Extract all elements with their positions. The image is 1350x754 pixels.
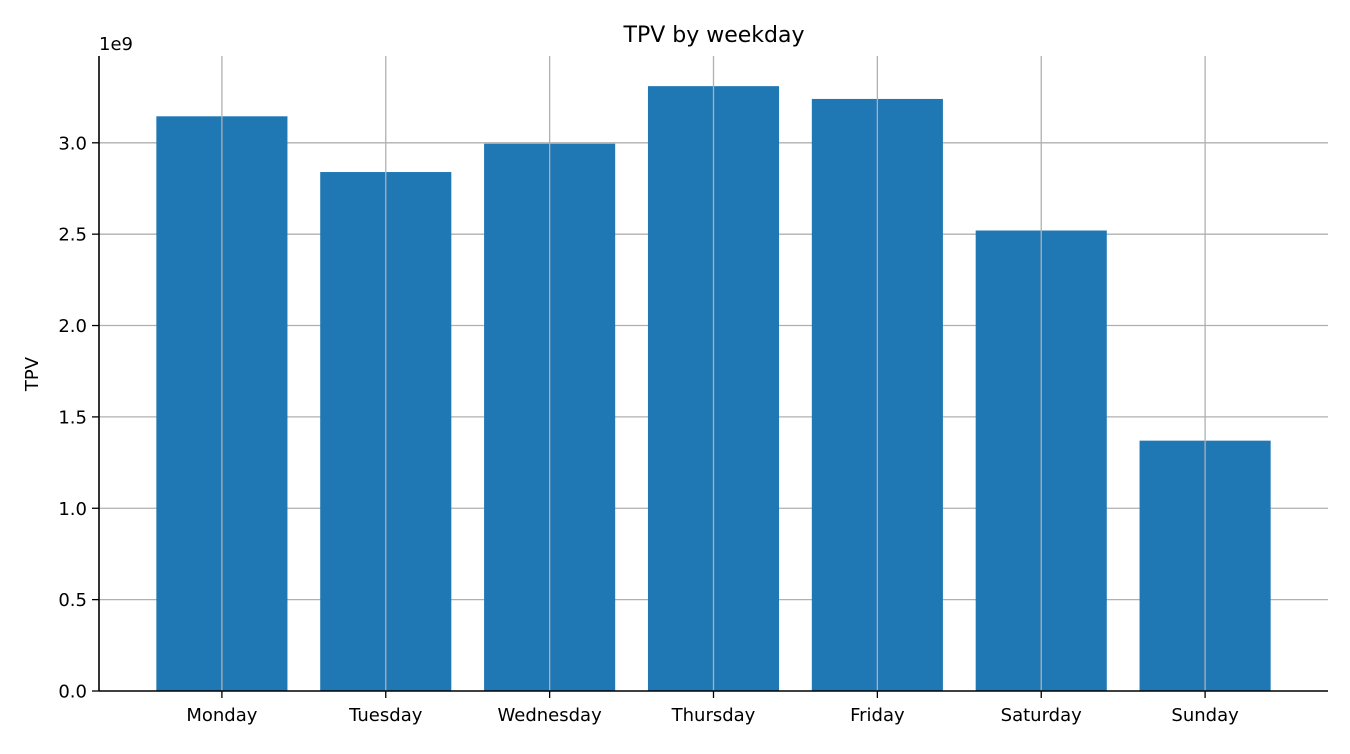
x-tick-label: Thursday	[671, 705, 756, 726]
y-offset-label: 1e9	[99, 34, 133, 55]
y-tick-label: 2.5	[58, 225, 87, 246]
x-tick-label: Monday	[186, 705, 257, 726]
y-tick-label: 1.0	[58, 499, 87, 520]
axes	[92, 56, 1328, 698]
y-tick-label: 1.5	[58, 407, 87, 428]
y-tick-label: 0.0	[58, 682, 87, 703]
x-tick-label: Wednesday	[498, 705, 603, 726]
vertical-grid	[221, 56, 1206, 691]
y-tick-label: 2.0	[58, 316, 87, 337]
x-tick-label: Sunday	[1171, 705, 1239, 726]
tick-labels: 0.0 0.5 1.0 1.5 2.0 2.5 3.0 Monday Tuesday Wednes…	[58, 133, 1239, 726]
x-tick-label: Friday	[850, 705, 905, 726]
x-tick-label: Tuesday	[348, 705, 423, 726]
y-axis-label: TPV	[22, 356, 43, 392]
y-tick-label: 0.5	[58, 590, 87, 611]
x-tick-label: Saturday	[1001, 705, 1082, 726]
y-tick-label: 3.0	[58, 133, 87, 154]
chart-title: TPV by weekday	[623, 23, 805, 48]
